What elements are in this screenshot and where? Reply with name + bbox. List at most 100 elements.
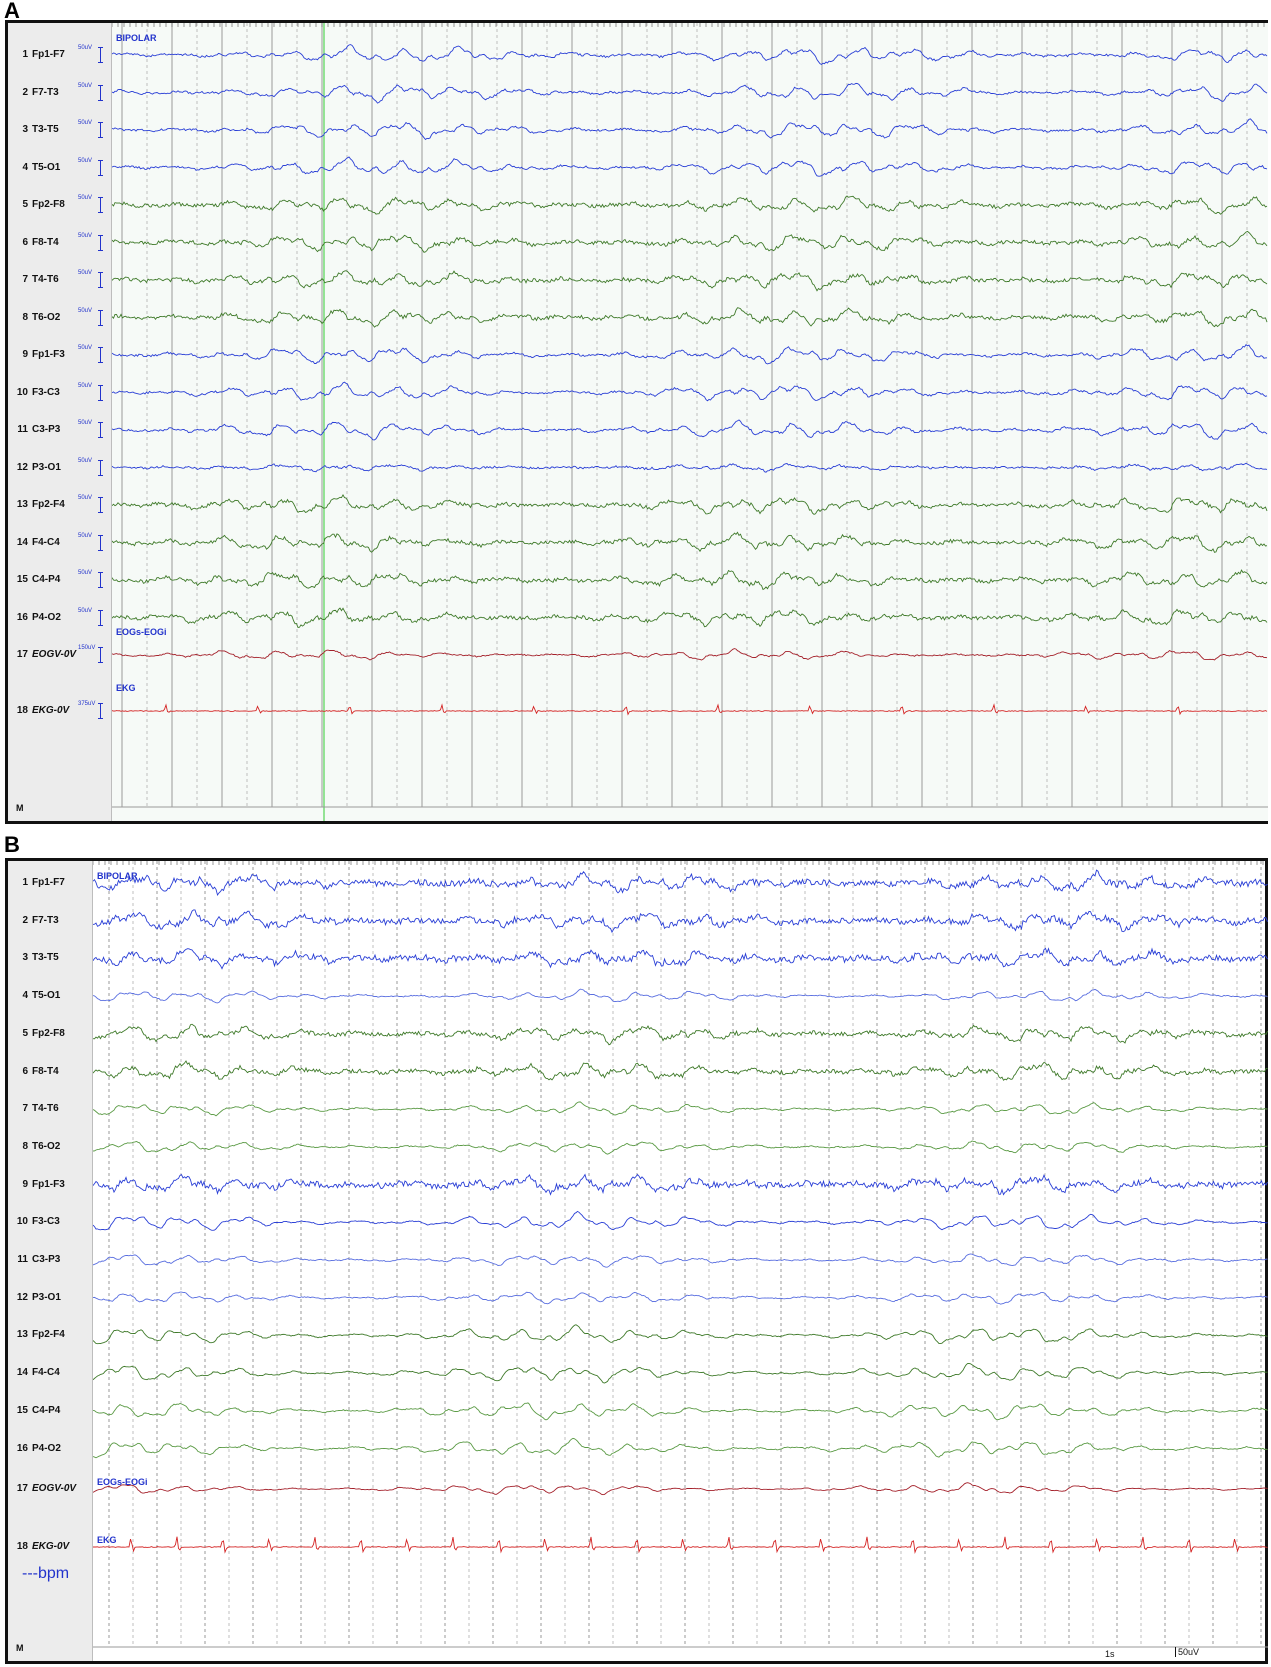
amplitude-scale-label: 50uV: [78, 345, 93, 351]
eeg-trace-fp1-f7: [93, 869, 1268, 897]
channel-name: F3-C3: [32, 1216, 60, 1228]
eeg-trace-ekg-0v: [112, 703, 1268, 716]
channel-name: T3-T5: [32, 124, 59, 135]
channel-label[interactable]: 4 T5-O1: [14, 162, 60, 173]
channel-label[interactable]: 15 C4-P4: [14, 574, 60, 585]
channel-label[interactable]: 10 F3-C3: [14, 387, 60, 398]
amplitude-scale-bar: [98, 47, 103, 63]
channel-label[interactable]: 13 Fp2-F4: [14, 499, 65, 510]
channel-label[interactable]: 8 T6-O2: [14, 1141, 60, 1152]
channel-number: 16: [16, 611, 28, 623]
channel-number: 7: [22, 274, 28, 285]
channel-number: 16: [16, 1442, 28, 1454]
channel-name: P3-O1: [32, 1291, 61, 1303]
channel-name: Fp2-F8: [32, 199, 65, 210]
amplitude-scale-label: 50uV: [78, 120, 93, 126]
channel-name: F4-C4: [32, 1367, 60, 1379]
amplitude-scale-bar: [98, 572, 103, 588]
channel-name: Fp2-F8: [32, 1027, 65, 1039]
channel-name: F3-C3: [32, 386, 60, 398]
eeg-trace-p3-o1: [93, 1291, 1268, 1305]
channel-label[interactable]: 18 EKG-0V: [14, 1541, 69, 1552]
amplitude-scale-label: 50uV: [78, 195, 93, 201]
channel-label[interactable]: 18 EKG-0V: [14, 705, 69, 716]
channel-label[interactable]: 12 P3-O1: [14, 1292, 61, 1303]
channel-label[interactable]: 14 F4-C4: [14, 537, 60, 548]
channel-name: Fp2-F4: [32, 499, 65, 510]
channel-number: 10: [16, 386, 28, 398]
channel-number: 18: [16, 1541, 28, 1552]
marker-channel-label: M: [16, 1643, 24, 1653]
eeg-trace-f3-c3: [93, 1210, 1268, 1231]
eeg-trace-fp2-f8: [112, 195, 1268, 215]
channel-number: 6: [22, 236, 28, 248]
channel-sublabel: EOGs-EOGi: [116, 627, 167, 637]
channel-name: F4-C4: [32, 536, 60, 548]
channel-label[interactable]: 5 Fp2-F8: [14, 199, 65, 210]
channel-label[interactable]: 8 T6-O2: [14, 312, 60, 323]
amplitude-scale-bar: [98, 384, 103, 401]
channel-label[interactable]: 1 Fp1-F7: [14, 49, 64, 60]
amplitude-scale-bar: [98, 609, 103, 626]
channel-label[interactable]: 6 F8-T4: [14, 236, 58, 248]
eeg-trace-fp2-f4: [112, 493, 1268, 515]
channel-label[interactable]: 1 Fp1-F7: [14, 877, 64, 888]
eeg-waveform-canvas: [112, 23, 1268, 821]
channel-number: 13: [16, 1329, 28, 1341]
eeg-trace-fp1-f3: [112, 344, 1268, 365]
channel-label[interactable]: 4 T5-O1: [14, 990, 60, 1001]
amplitude-scale-label: 50uV: [1175, 1647, 1199, 1657]
channel-name: P3-O1: [32, 461, 61, 473]
amplitude-scale-label: 50uV: [78, 157, 93, 164]
channel-label[interactable]: 3 T3-T5: [14, 124, 59, 135]
channel-name: Fp1-F3: [32, 1178, 65, 1190]
channel-label[interactable]: 11 C3-P3: [14, 424, 60, 435]
channel-label[interactable]: 7 T4-T6: [14, 1103, 58, 1115]
channel-label[interactable]: 14 F4-C4: [14, 1367, 60, 1378]
channel-label[interactable]: 5 Fp2-F8: [14, 1027, 65, 1039]
channel-label[interactable]: 17 EOGV-0V: [14, 649, 76, 660]
channel-number: 15: [16, 574, 28, 585]
channel-number: 12: [16, 461, 28, 473]
channel-name: T5-O1: [32, 990, 61, 1002]
eeg-trace-ekg-0v: [93, 1536, 1268, 1554]
eeg-trace-area[interactable]: BIPOLAR EOGs-EOGi EKG: [112, 23, 1268, 821]
channel-number: 6: [22, 1065, 28, 1077]
channel-number: 13: [16, 499, 28, 510]
time-scale-label: 1s: [1105, 1649, 1115, 1659]
channel-name: T6-O2: [32, 1140, 61, 1152]
channel-label[interactable]: 10 F3-C3: [14, 1216, 60, 1227]
channel-sublabel: EOGs-EOGi: [97, 1477, 148, 1487]
eeg-trace-fp1-f7: [112, 44, 1268, 66]
channel-number: 10: [16, 1216, 28, 1228]
amplitude-scale-bar: [98, 422, 103, 438]
channel-number: 18: [16, 705, 28, 716]
channel-label-column: 1 Fp1-F7 50uV 2 F7-T3 50uV 3 T3-T5 50uV 4 T5-O1 50u…: [8, 23, 112, 821]
channel-label[interactable]: 2 F7-T3: [14, 914, 59, 926]
channel-label[interactable]: 7 T4-T6: [14, 274, 58, 285]
channel-label[interactable]: 9 Fp1-F3: [14, 349, 64, 360]
channel-label[interactable]: 16 P4-O2: [14, 1443, 61, 1454]
channel-number: 14: [16, 536, 28, 548]
eeg-trace-eogv-0v: [112, 648, 1268, 661]
channel-label[interactable]: 17 EOGV-0V: [14, 1483, 76, 1494]
channel-sublabel: EKG: [116, 683, 136, 693]
eeg-trace-area[interactable]: BIPOLAR EOGs-EOGi EKG 1s 50uV: [93, 861, 1268, 1661]
channel-number: 7: [22, 1103, 28, 1115]
channel-name: C3-P3: [32, 1254, 61, 1265]
channel-label[interactable]: 6 F8-T4: [14, 1065, 59, 1077]
channel-label[interactable]: 12 P3-O1: [14, 462, 61, 473]
channel-label[interactable]: 9 Fp1-F3: [14, 1178, 65, 1190]
channel-label[interactable]: 2 F7-T3: [14, 87, 58, 98]
channel-name: F8-T4: [32, 1065, 59, 1077]
panel-a: 1 Fp1-F7 50uV 2 F7-T3 50uV 3 T3-T5 50uV 4 T5-O1 50u…: [5, 20, 1268, 824]
channel-label[interactable]: 11 C3-P3: [14, 1254, 60, 1265]
channel-name: F7-T3: [32, 914, 59, 926]
channel-label[interactable]: 13 Fp2-F4: [14, 1329, 65, 1340]
eeg-trace-p3-o1: [112, 462, 1268, 473]
channel-label[interactable]: 16 P4-O2: [14, 612, 61, 623]
channel-name: T5-O1: [32, 161, 61, 173]
channel-label[interactable]: 15 C4-P4: [14, 1405, 60, 1416]
channel-label[interactable]: 3 T3-T5: [14, 952, 58, 963]
channel-number: 14: [16, 1367, 28, 1379]
